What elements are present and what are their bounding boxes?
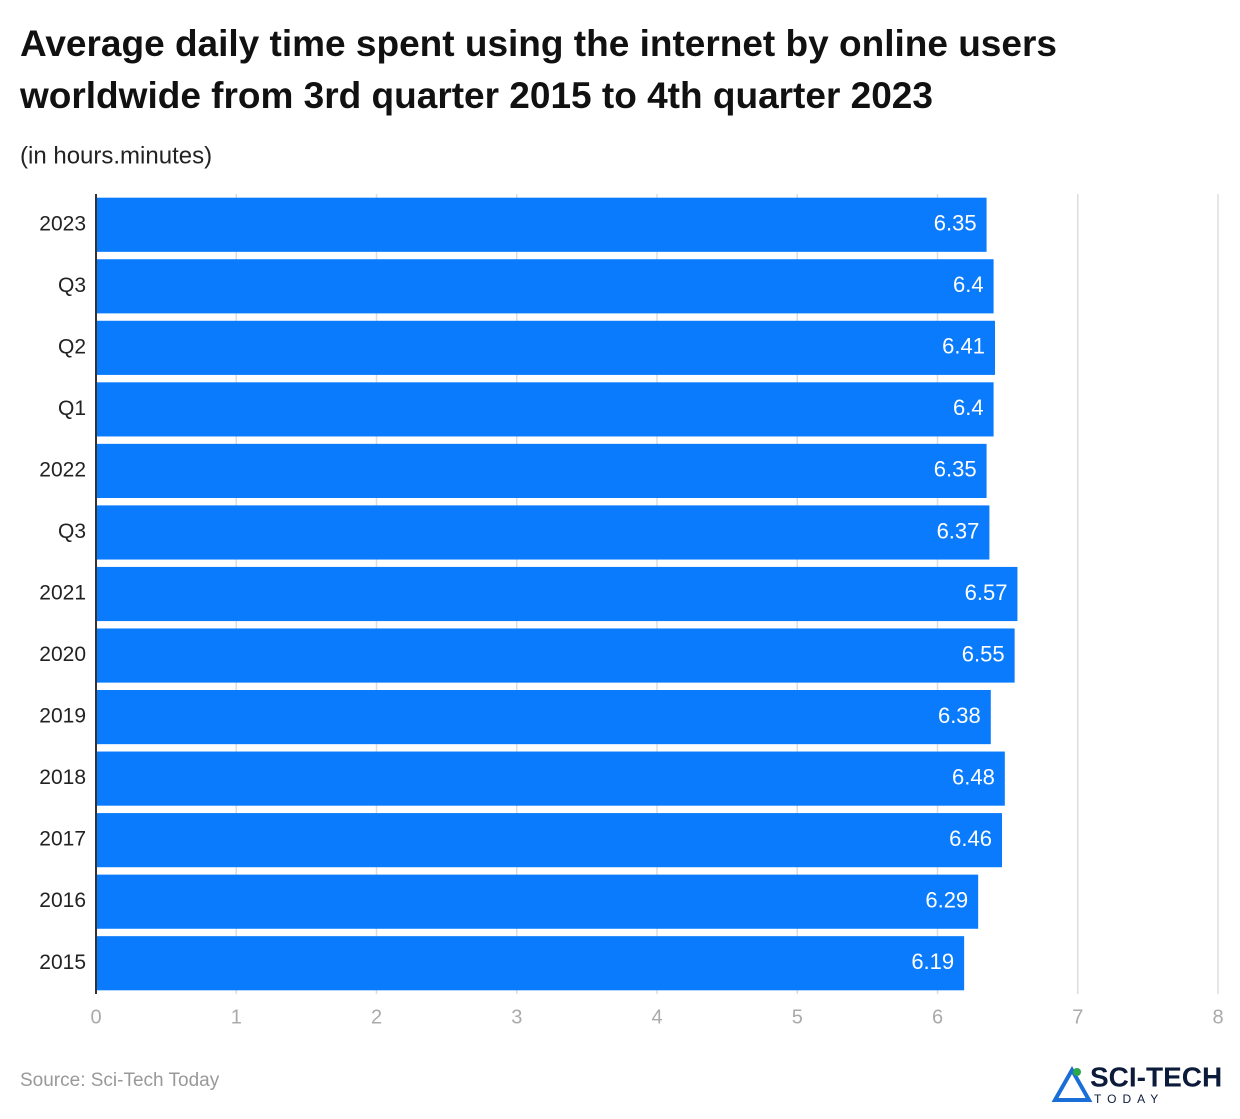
bar [96, 197, 987, 252]
bar [96, 320, 996, 375]
x-tick-label: 0 [90, 1006, 101, 1028]
value-label: 6.29 [925, 888, 968, 913]
x-tick-label: 2 [371, 1006, 382, 1028]
y-tick-label: 2015 [39, 951, 86, 974]
value-label: 6.37 [937, 518, 980, 543]
y-tick-label: 2022 [39, 458, 86, 481]
bar [96, 628, 1015, 683]
logo-name: SCI-TECH [1090, 1061, 1222, 1092]
bar [96, 443, 987, 498]
bar [96, 566, 1018, 622]
value-label: 6.35 [934, 211, 977, 236]
y-tick-label: 2018 [39, 766, 86, 789]
logo: SCI-TECH TODAY [1051, 1061, 1222, 1106]
y-tick-label: Q1 [58, 397, 86, 420]
bar [96, 505, 990, 560]
chart-subtitle: (in hours.minutes) [20, 142, 212, 169]
y-tick-label: 2023 [39, 212, 86, 235]
x-tick-label: 8 [1212, 1006, 1223, 1028]
bar [96, 259, 994, 314]
value-label: 6.55 [962, 641, 1005, 666]
bar [96, 382, 994, 437]
value-label: 6.57 [965, 580, 1008, 605]
y-tick-label: 2019 [39, 705, 86, 728]
logo-dot [1073, 1068, 1081, 1076]
value-label: 6.19 [911, 949, 954, 974]
y-tick-label: Q3 [58, 274, 86, 297]
y-tick-label: 2016 [39, 889, 86, 912]
x-tick-label: 5 [792, 1006, 803, 1028]
value-label: 6.48 [952, 764, 995, 789]
chart-title: Average daily time spent using the inter… [19, 23, 1057, 116]
bar [96, 936, 965, 991]
bar [96, 751, 1005, 806]
y-tick-label: 2021 [39, 582, 86, 605]
y-tick-label: Q3 [58, 520, 86, 543]
y-tick-label: 2020 [39, 643, 86, 666]
x-tick-label: 3 [511, 1006, 522, 1028]
x-tick-label: 4 [651, 1006, 662, 1028]
logo-tagline: TODAY [1094, 1092, 1164, 1106]
source: Source: Sci-Tech Today [20, 1070, 220, 1091]
x-tick-label: 1 [231, 1006, 242, 1028]
y-tick-label: Q2 [58, 335, 86, 358]
x-tick-label: 7 [1072, 1006, 1083, 1028]
x-tick-label: 6 [932, 1006, 943, 1028]
value-label: 6.41 [942, 334, 985, 359]
value-label: 6.4 [953, 272, 984, 297]
y-tick-label: 2017 [39, 828, 86, 851]
value-label: 6.38 [938, 703, 981, 728]
bar [96, 874, 979, 929]
value-label: 6.46 [949, 826, 992, 851]
bar [96, 690, 991, 745]
logo-icon [1051, 1065, 1093, 1102]
bar [96, 813, 1003, 868]
value-label: 6.4 [953, 395, 984, 420]
value-label: 6.35 [934, 457, 977, 482]
